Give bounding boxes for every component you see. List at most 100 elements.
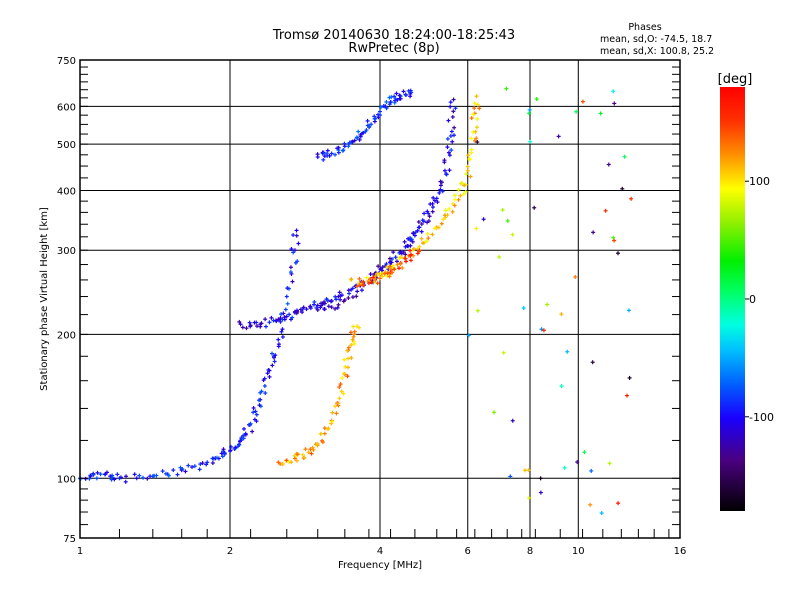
- data-point: [373, 116, 378, 121]
- data-point: [329, 151, 334, 156]
- data-point: [403, 244, 408, 249]
- data-point: [192, 464, 197, 469]
- data-point: [395, 262, 400, 267]
- data-point: [350, 337, 355, 342]
- data-point: [333, 404, 338, 409]
- data-point: [357, 276, 362, 281]
- data-point: [110, 475, 115, 480]
- data-point: [352, 329, 357, 334]
- data-point: [368, 277, 373, 282]
- data-point: [132, 472, 137, 477]
- phase-annotation-title: Phases: [628, 22, 661, 33]
- data-point: [336, 302, 341, 307]
- data-point: [397, 93, 402, 98]
- colorbar-tick-label: -100: [749, 411, 774, 424]
- data-point: [160, 469, 165, 474]
- data-point: [432, 198, 437, 203]
- data-point: [280, 327, 285, 332]
- data-point: [258, 324, 263, 329]
- data-point: [289, 460, 294, 465]
- data-point: [475, 116, 480, 121]
- data-point: [112, 477, 117, 482]
- data-point: [336, 401, 341, 406]
- data-point: [472, 101, 477, 106]
- x-axis-label: Frequency [MHz]: [338, 560, 422, 571]
- data-point: [291, 250, 296, 255]
- data-point: [253, 409, 258, 414]
- data-point: [349, 343, 354, 348]
- data-point: [477, 106, 482, 111]
- data-point: [247, 320, 252, 325]
- data-point: [341, 391, 346, 396]
- data-point: [289, 247, 294, 252]
- data-point: [263, 324, 268, 329]
- data-point: [108, 474, 113, 479]
- data-point: [318, 305, 323, 310]
- axes: [79, 59, 681, 539]
- data-point: [475, 140, 480, 145]
- data-point: [295, 309, 300, 314]
- data-point: [460, 181, 465, 186]
- data-point: [467, 156, 472, 161]
- data-point: [350, 286, 355, 291]
- data-point: [393, 255, 398, 260]
- data-point: [611, 235, 616, 240]
- data-point: [419, 229, 424, 234]
- data-point: [337, 385, 342, 390]
- data-point: [340, 376, 345, 381]
- data-point: [574, 109, 579, 114]
- data-point: [269, 315, 274, 320]
- data-point: [272, 359, 277, 364]
- data-point: [351, 324, 356, 329]
- data-point: [394, 259, 399, 264]
- data-point: [190, 465, 195, 470]
- data-point: [376, 264, 381, 269]
- data-point: [315, 152, 320, 157]
- data-point: [625, 393, 630, 398]
- data-point: [452, 193, 457, 198]
- data-point: [183, 469, 188, 474]
- data-point: [626, 308, 631, 313]
- data-point: [300, 452, 305, 457]
- colorbar-tick-label: 0: [749, 293, 756, 306]
- data-point: [358, 132, 363, 137]
- data-point: [361, 282, 366, 287]
- data-point: [214, 455, 219, 460]
- data-point: [425, 220, 430, 225]
- data-point: [270, 363, 275, 368]
- data-point: [417, 225, 422, 230]
- data-point: [88, 474, 93, 479]
- data-point: [598, 111, 603, 116]
- y-tick-label: 500: [57, 140, 76, 151]
- data-point: [411, 246, 416, 251]
- data-point: [603, 208, 608, 213]
- data-point: [481, 217, 486, 222]
- data-point: [463, 189, 468, 194]
- colorbar-ticks: 100 0 -100: [745, 175, 774, 424]
- data-point: [409, 252, 414, 257]
- x-tick-label: 6: [465, 546, 471, 557]
- data-point: [559, 384, 564, 389]
- data-point: [426, 236, 431, 241]
- y-axis-label: Stationary phase Virtual Height [km]: [39, 207, 50, 391]
- data-point: [326, 304, 331, 309]
- data-point: [279, 312, 284, 317]
- data-point: [439, 180, 444, 185]
- x-tick-label: 1: [77, 546, 83, 557]
- data-point: [398, 261, 403, 266]
- data-point: [300, 310, 305, 315]
- data-point: [438, 187, 443, 192]
- data-point: [380, 274, 385, 279]
- data-point: [348, 330, 353, 335]
- data-point: [339, 389, 344, 394]
- data-point: [464, 172, 469, 177]
- data-point: [243, 432, 248, 437]
- data-point: [346, 141, 351, 146]
- data-point: [197, 467, 202, 472]
- data-point: [450, 114, 455, 119]
- data-point: [497, 255, 502, 260]
- data-point: [401, 89, 406, 94]
- data-point: [251, 405, 256, 410]
- data-point: [456, 187, 461, 192]
